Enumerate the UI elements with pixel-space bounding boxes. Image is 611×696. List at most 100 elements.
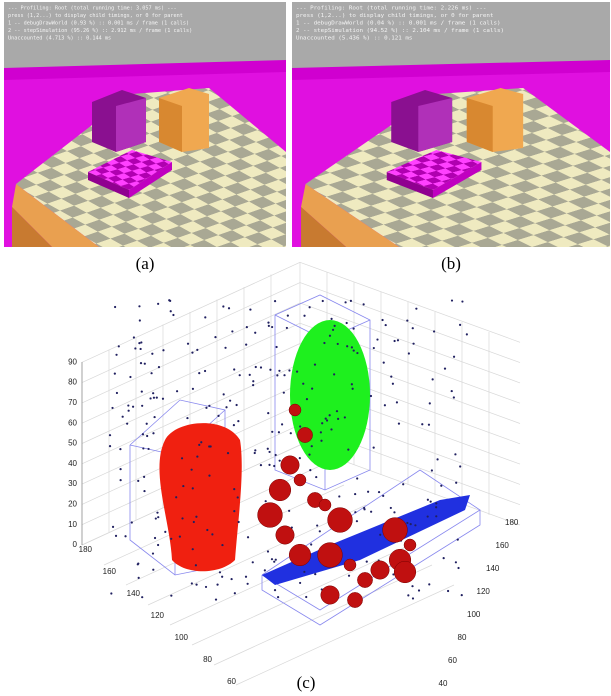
dot: [406, 522, 408, 524]
dot: [264, 569, 266, 571]
dot: [275, 454, 277, 456]
dot: [436, 458, 438, 460]
dot: [332, 329, 334, 331]
dot: [428, 424, 430, 426]
dot: [273, 561, 275, 563]
dot: [157, 303, 159, 305]
dot: [208, 445, 210, 447]
dot: [433, 330, 435, 332]
dot: [186, 417, 188, 419]
dot: [366, 561, 368, 563]
sphere: [328, 508, 353, 533]
dot: [338, 495, 340, 497]
dot: [137, 563, 139, 565]
dot: [246, 326, 248, 328]
overlay-text: --- Profiling: Root (total running time:…: [296, 6, 486, 12]
dot: [116, 392, 118, 394]
dot: [466, 333, 468, 335]
dot: [367, 491, 369, 493]
dot: [344, 301, 346, 303]
dot: [132, 406, 134, 408]
dot: [428, 583, 430, 585]
dot: [140, 362, 142, 364]
dot: [192, 388, 194, 390]
dot: [233, 424, 235, 426]
dot: [111, 407, 113, 409]
figure: --- Profiling: Root (total running time:…: [0, 0, 611, 696]
dot: [191, 352, 193, 354]
dot: [459, 324, 461, 326]
dot: [393, 340, 395, 342]
dot: [310, 543, 312, 545]
dot: [219, 571, 221, 573]
dot: [267, 448, 269, 450]
dot: [283, 374, 285, 376]
dot: [222, 305, 224, 307]
dot: [225, 406, 227, 408]
y-tick-label: 80: [203, 655, 212, 664]
dot: [459, 465, 461, 467]
dot: [286, 327, 288, 329]
z-tick-label: 30: [68, 479, 77, 488]
dot: [164, 531, 166, 533]
dot: [383, 362, 385, 364]
dot: [195, 584, 197, 586]
dot: [303, 571, 305, 573]
dot: [427, 515, 429, 517]
z-tick-label: 10: [68, 520, 77, 529]
dot: [192, 487, 194, 489]
dot: [249, 374, 251, 376]
dot: [138, 305, 140, 307]
sphere: [371, 561, 389, 579]
sphere: [394, 561, 416, 583]
dot: [156, 512, 158, 514]
dot: [370, 395, 372, 397]
dot: [392, 383, 394, 385]
dot: [309, 306, 311, 308]
dot: [457, 567, 459, 569]
dot: [260, 464, 262, 466]
dot: [155, 517, 157, 519]
dot: [330, 318, 332, 320]
dot: [384, 404, 386, 406]
dot: [141, 596, 143, 598]
sphere: [289, 404, 301, 416]
dot: [237, 496, 239, 498]
dot: [255, 366, 257, 368]
dot: [205, 407, 207, 409]
dot: [314, 573, 316, 575]
dot: [269, 369, 271, 371]
dot: [217, 415, 219, 417]
x-tick-label: 120: [477, 587, 491, 596]
dot: [182, 485, 184, 487]
dot: [252, 561, 254, 563]
caption: (a): [136, 254, 155, 273]
dot: [432, 378, 434, 380]
dot: [206, 529, 208, 531]
z-tick-label: 80: [68, 378, 77, 387]
dot: [153, 397, 155, 399]
dot: [158, 366, 160, 368]
dot: [247, 583, 249, 585]
sphere: [294, 474, 306, 486]
dot: [227, 452, 229, 454]
dot: [170, 310, 172, 312]
sphere: [281, 456, 299, 474]
dot: [162, 349, 164, 351]
dot: [127, 404, 129, 406]
overlay-text: press (1,2...) to display child timings,…: [296, 13, 494, 19]
sphere: [269, 479, 291, 501]
dot: [245, 576, 247, 578]
figure-canvas: --- Profiling: Root (total running time:…: [0, 0, 611, 696]
dot: [223, 393, 225, 395]
dot: [427, 499, 429, 501]
dot: [254, 332, 256, 334]
dot: [443, 557, 445, 559]
dot: [322, 300, 324, 302]
overlay-text: --- Profiling: Root (total running time:…: [8, 6, 177, 12]
dot: [337, 418, 339, 420]
dot: [288, 510, 290, 512]
dot: [233, 368, 235, 370]
dot: [271, 558, 273, 560]
dot: [268, 451, 270, 453]
